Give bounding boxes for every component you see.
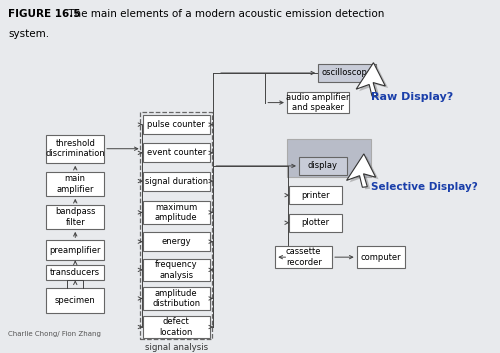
Bar [142,143,210,162]
Text: audio amplifier
and speaker: audio amplifier and speaker [286,93,350,112]
Bar [142,115,210,134]
Bar [46,265,104,280]
Bar [276,246,332,268]
Text: signal duration: signal duration [144,176,208,186]
Bar [46,134,104,163]
Text: preamplifier: preamplifier [50,246,101,255]
Text: FIGURE 16.5: FIGURE 16.5 [8,9,81,19]
Text: plotter: plotter [302,218,330,227]
Bar [299,157,347,175]
Text: oscilloscope: oscilloscope [322,68,372,78]
Text: cassette
recorder: cassette recorder [286,247,322,267]
Bar [46,240,104,260]
Text: specimen: specimen [55,296,96,305]
Polygon shape [359,65,388,98]
Bar [142,287,210,310]
Text: bandpass
filter: bandpass filter [55,207,96,227]
Text: system.: system. [8,29,50,39]
Text: amplitude
distribution: amplitude distribution [152,289,200,308]
Bar [356,246,405,268]
Text: transducers: transducers [50,268,100,277]
Text: Charlie Chong/ Fion Zhang: Charlie Chong/ Fion Zhang [8,331,102,337]
Text: The main elements of a modern acoustic emission detection: The main elements of a modern acoustic e… [65,9,384,19]
Text: Selective Display?: Selective Display? [371,181,478,192]
Text: frequency
analysis: frequency analysis [155,260,198,280]
Bar [142,232,210,251]
Text: maximum
amplitude: maximum amplitude [155,203,198,222]
Text: signal analysis: signal analysis [144,343,208,352]
Text: threshold
discrimination: threshold discrimination [46,139,105,158]
Text: energy: energy [162,237,191,246]
Bar [290,214,342,232]
Bar [46,288,104,312]
Bar [318,64,376,82]
Text: defect
location: defect location [160,317,193,337]
Bar [46,205,104,229]
Bar [287,139,371,177]
Bar [142,259,210,281]
Text: event counter: event counter [146,148,206,157]
Bar [140,112,212,339]
Bar [290,186,342,204]
Bar [287,92,350,113]
Polygon shape [356,63,386,96]
Text: printer: printer [302,191,330,200]
Bar [142,172,210,191]
Bar [46,172,104,196]
Bar [142,201,210,223]
Text: display: display [308,161,338,170]
Text: computer: computer [360,253,401,262]
Text: pulse counter: pulse counter [148,120,205,129]
Polygon shape [350,156,378,189]
Text: Raw Display?: Raw Display? [371,92,454,102]
Polygon shape [346,154,376,187]
Text: main
amplifier: main amplifier [56,174,94,193]
Bar [142,316,210,338]
